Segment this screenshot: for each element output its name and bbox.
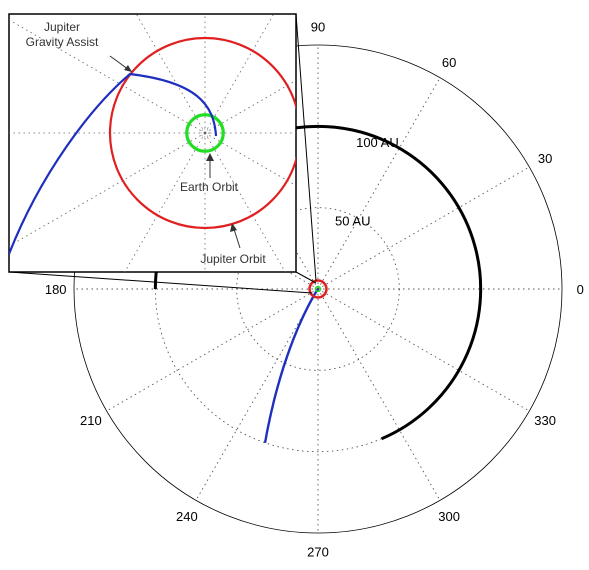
angle-tick-label-90: 90 [311,20,325,35]
angle-tick-label-210: 210 [80,413,102,428]
connector-line-bottom [8,271,313,294]
grid-spoke-60 [317,77,441,290]
angle-tick-label-270: 270 [307,544,329,559]
grid-spoke-240 [195,288,319,501]
polar-labels: 0 30 60 90 180 210 240 270 300 330 50 AU 100 AU [45,20,584,560]
radial-tick-label-50: 50 AU [335,213,370,228]
trajectory-main [263,288,320,444]
inset-spoke-150 [9,19,206,134]
angle-tick-label-180: 180 [45,282,67,297]
angle-tick-label-30: 30 [538,151,552,166]
jupiter-orbit-circle [108,36,296,230]
angle-tick-label-60: 60 [442,55,456,70]
earth-orbit-circle [185,113,225,153]
grid-spoke-330 [317,288,530,412]
grid-spoke-120 [195,77,319,290]
earth-orbit-arrowhead [206,153,214,161]
gravity-assist-arrowhead [124,65,132,72]
inset-content [9,14,296,272]
inset-connectors [8,13,317,294]
inset-spoke-120 [135,14,206,134]
grid-spoke-300 [317,288,441,501]
polar-outer-circle [73,44,563,534]
inset-spoke-300 [204,132,286,272]
connector-line-top [295,13,317,282]
trajectory-inset [9,72,218,255]
inset-spoke-210 [9,132,206,247]
angle-tick-label-300: 300 [438,509,460,524]
gravity-assist-label-1: Jupiter [44,20,80,34]
jupiter-orbit-circle-main [308,279,328,299]
inset-spoke-240 [124,132,206,272]
jupiter-orbit-label: Jupiter Orbit [200,252,266,266]
grid-spoke-210 [106,288,319,412]
earth-orbit-label: Earth Orbit [180,180,239,194]
angle-tick-label-240: 240 [176,509,198,524]
radial-tick-label-100: 100 AU [356,135,399,150]
gravity-assist-label-2: Gravity Assist [26,35,99,49]
inset-frame [8,13,297,273]
earth-orbit-marker-main [314,285,322,293]
connector-line-right [295,271,317,284]
grid-spoke-30 [317,166,530,290]
angle-tick-label-0: 0 [577,282,584,297]
angle-tick-label-330: 330 [534,413,556,428]
inset-spoke-60 [204,14,275,134]
inset-grid-circle-inner [200,128,210,138]
jupiter-orbit-arrowhead [230,223,237,232]
